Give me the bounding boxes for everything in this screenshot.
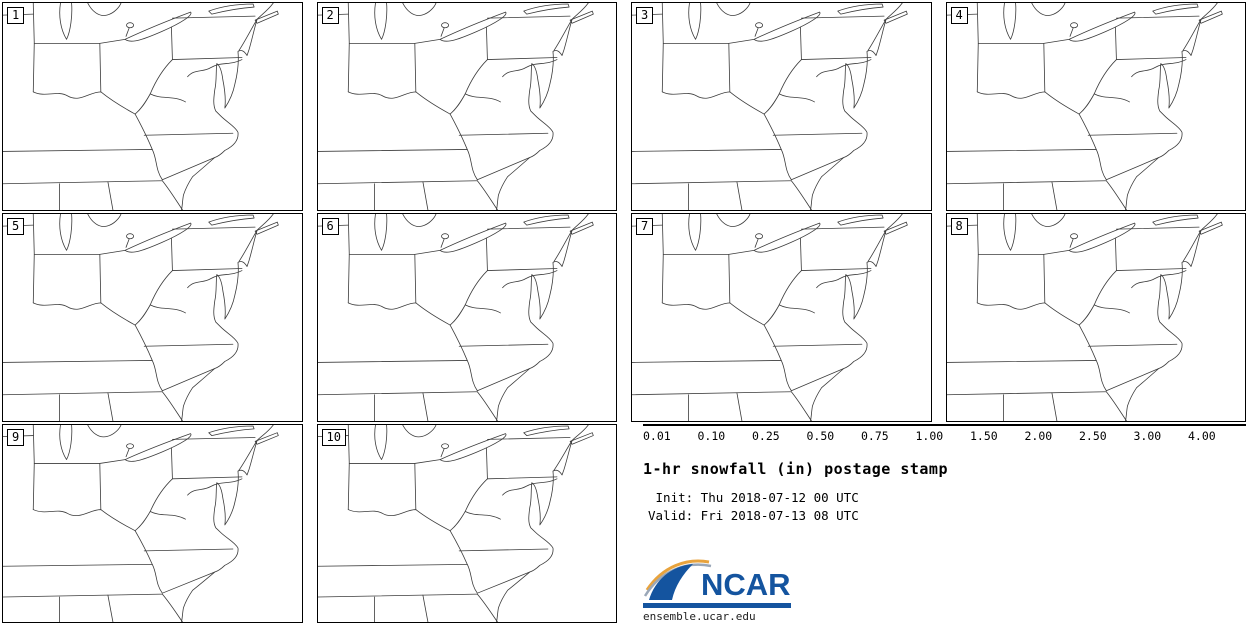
valid-time: Valid: Fri 2018-07-13 08 UTC <box>648 507 859 523</box>
map-panel: 5 <box>2 213 303 422</box>
region-map <box>3 425 279 622</box>
region-map <box>3 3 279 210</box>
colorbar-tick: 0.01 <box>643 429 671 443</box>
region-map <box>3 214 279 421</box>
init-time: Init: Thu 2018-07-12 00 UTC <box>648 490 859 505</box>
region-map <box>317 425 594 622</box>
panel-number: 9 <box>7 429 25 446</box>
map-panel: 2 <box>316 2 617 211</box>
colorbar-tick: 0.10 <box>697 429 726 443</box>
region-map <box>632 3 908 210</box>
map-panel: 4 <box>945 2 1246 211</box>
ncar-logo-icon: NCAR <box>643 559 791 602</box>
region-map <box>317 3 594 210</box>
panel-number: 7 <box>636 218 654 235</box>
panel-number: 10 <box>321 429 346 446</box>
map-panel: 9 <box>2 424 303 623</box>
region-map <box>632 214 908 421</box>
colorbar-tick: 0.50 <box>806 429 835 443</box>
colorbar-tick: 4.00 <box>1188 429 1216 443</box>
region-map <box>946 214 1223 421</box>
map-panel: 7 <box>631 213 932 422</box>
panel-number: 5 <box>7 218 25 235</box>
colorbar-tick: 2.50 <box>1079 429 1107 443</box>
logo-url: ensemble.ucar.edu <box>643 610 756 623</box>
logo-swoosh-arc-icon <box>645 559 710 591</box>
region-map <box>317 214 594 421</box>
ncar-logo: NCAR ensemble.ucar.edu <box>643 556 793 623</box>
region-map <box>946 3 1223 210</box>
colorbar-tick: 1.50 <box>970 429 998 443</box>
logo-bar <box>643 603 791 608</box>
map-panel: 3 <box>631 2 932 211</box>
colorbar-tick: 3.00 <box>1133 429 1162 443</box>
logo-dome-icon <box>649 564 693 600</box>
panel-number: 3 <box>636 7 654 24</box>
colorbar-tick: 2.00 <box>1024 429 1053 443</box>
colorbar-tick: 1.00 <box>915 429 944 443</box>
logo-wordmark: NCAR <box>701 567 791 602</box>
panel-number: 8 <box>950 218 968 235</box>
colorbar-ticks: 0.01 0.10 0.25 0.50 0.75 1.00 1.50 2.00 2.50 3.00… <box>643 429 1216 443</box>
map-panel: 10 <box>316 424 617 623</box>
panel-number: 4 <box>950 7 968 24</box>
info-block: 0.01 0.10 0.25 0.50 0.75 1.00 1.50 2.00 2.50 3.00… <box>631 424 1246 623</box>
map-panel: 6 <box>316 213 617 422</box>
map-panel: 1 <box>2 2 303 211</box>
panel-number: 6 <box>321 218 339 235</box>
colorbar <box>643 424 1246 426</box>
colorbar-tick: 0.25 <box>752 429 780 443</box>
panel-number: 1 <box>7 7 25 24</box>
map-panel: 8 <box>945 213 1246 422</box>
plot-title: 1-hr snowfall (in) postage stamp <box>643 460 948 478</box>
panel-number: 2 <box>321 7 339 24</box>
colorbar-tick: 0.75 <box>861 429 889 443</box>
timestamp-block: Init: Thu 2018-07-12 00 UTC Valid: Fri 2… <box>648 489 859 524</box>
